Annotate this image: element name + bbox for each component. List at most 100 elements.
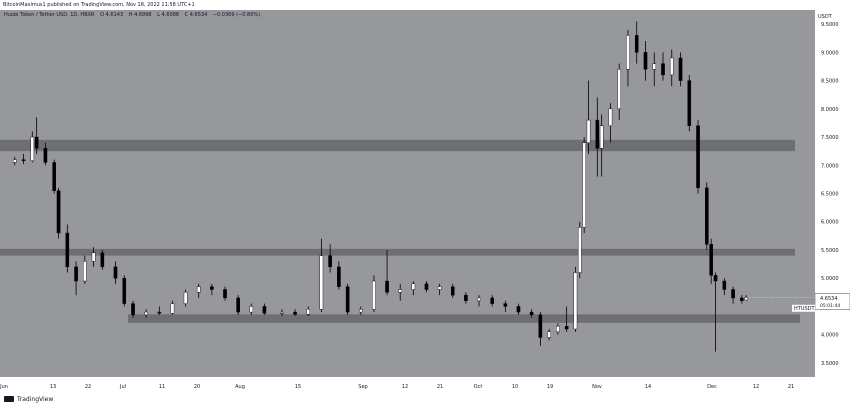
candle [122,275,127,307]
candle [319,238,324,313]
candle [731,286,735,304]
ohlc-open: O 4.6143 [100,12,124,18]
candle [687,74,692,132]
candle [210,283,214,296]
time-tick-label: Sep [358,384,367,390]
candle [709,238,713,284]
candle [516,303,521,315]
candle [83,255,87,284]
time-tick-label: 19 [547,384,553,390]
candle [556,323,560,335]
candle [170,300,175,315]
time-tick-label: Dec [707,384,717,390]
candle [65,224,70,273]
time-axis[interactable]: Jun 13 22 Jul 11 20 Aug 15 Sep 12 21 Oct 10 19 Nov 14 De… [0,377,815,390]
candle [131,300,135,318]
time-tick-label: 12 [753,384,759,390]
price-tick-label: 6.0000 [821,220,839,226]
candle [56,187,61,239]
candle [722,278,727,296]
last-price-value: 4.6534 [820,296,838,302]
candle [424,281,429,293]
candlestick-chart[interactable]: HTUSDT [0,10,815,377]
time-tick-label: Jun [0,384,8,390]
time-tick-label: 15 [295,384,301,390]
time-tick-label: 20 [194,384,200,390]
candle [529,309,534,318]
price-tick-label: 3.5000 [821,361,839,367]
horizontal-zone [0,248,795,256]
candle [337,261,341,290]
footer: TradingView [0,391,850,407]
candle [626,29,630,87]
price-tick-label: 9.5000 [821,22,839,28]
candle [608,103,613,143]
ohlc-high: H 4.6998 [128,12,152,18]
candle [74,261,78,296]
candle [678,52,683,87]
candle [437,283,442,296]
time-tick-label: Nov [592,384,602,390]
candle [223,286,227,301]
candle [196,283,201,298]
candle [12,156,17,166]
candle [113,261,118,284]
candle [280,309,284,317]
candle [577,221,582,279]
candle [372,275,376,313]
price-tick-label: 5.5000 [821,248,839,254]
candle [503,300,508,313]
candle [450,283,455,298]
candle [91,247,96,267]
candle [477,295,481,307]
last-price-symbol-bg [792,304,815,312]
candle [740,295,744,304]
candle [564,306,569,332]
candle [713,272,718,352]
price-axis[interactable]: USDT 9.5000 9.0000 8.5000 8.0000 7.5000 7.0000… [814,10,850,377]
candle [661,52,665,81]
time-tick-label: 10 [512,384,518,390]
price-tick-label: 8.5000 [821,79,839,85]
time-tick-label: Oct [474,384,483,390]
candle [21,153,26,165]
ohlc-change: −0.0369 (−0.80%) [212,12,261,18]
price-tick-label: 6.5000 [821,192,839,198]
candle [385,249,389,296]
candle [34,117,39,154]
price-axis-currency: USDT [818,14,833,20]
candle [599,114,604,177]
ohlc-low: L 4.6088 [157,12,180,18]
candle [183,289,188,307]
candle [573,266,578,332]
candle [236,295,240,315]
time-tick-label: 11 [159,384,165,390]
candle [595,97,600,177]
price-tick-label: 7.5000 [821,135,839,141]
time-tick-label: 22 [85,384,91,390]
candle [157,306,162,315]
time-tick-label: 21 [437,384,443,390]
candle [262,303,267,315]
candle [634,21,639,64]
candle [669,49,674,87]
publish-line: BitcoinMaximus1 published on TradingView… [3,2,195,8]
footer-brand: TradingView [17,395,54,403]
time-tick-label: 21 [788,384,794,390]
time-tick-label: Jul [119,384,126,390]
price-tick-label: 4.0000 [821,333,839,339]
candle [398,283,403,301]
plot-area[interactable]: HTUSDT [0,10,815,377]
symbol-title: Huobi Token / Tether USD, 1D, HBXR [4,12,95,18]
price-tick-label: 7.0000 [821,163,839,169]
horizontal-zone [0,139,795,152]
time-tick-label: 13 [50,384,56,390]
legend: Huobi Token / Tether USD, 1D, HBXR O 4.6… [4,12,264,18]
price-tick-label: 8.0000 [821,107,839,113]
tradingview-logo-icon [4,396,14,402]
candle [696,120,700,194]
time-tick-label: 12 [402,384,408,390]
bar-countdown: 05:01:44 [820,303,840,309]
